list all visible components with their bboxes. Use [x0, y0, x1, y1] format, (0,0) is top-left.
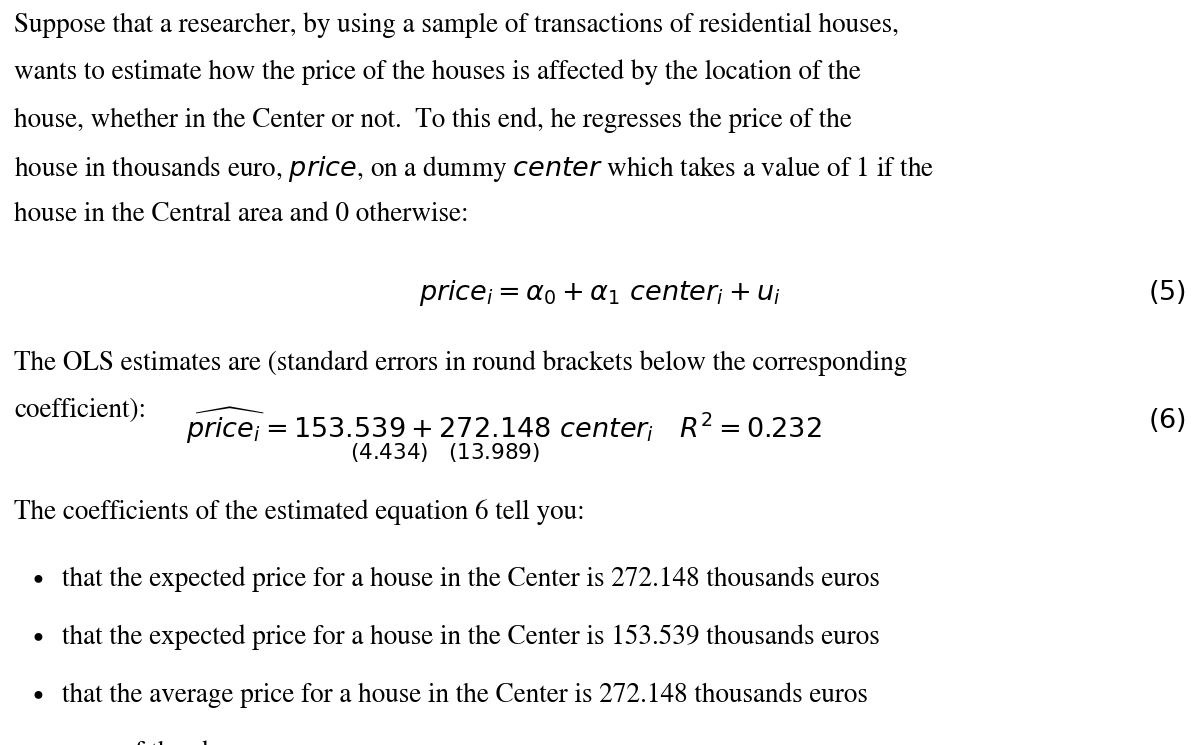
- Text: $(4.434)$: $(4.434)$: [349, 442, 428, 464]
- Text: $\bullet$: $\bullet$: [29, 566, 43, 592]
- Text: wants to estimate how the price of the houses is affected by the location of the: wants to estimate how the price of the h…: [14, 60, 860, 85]
- Text: $(13.989)$: $(13.989)$: [448, 442, 540, 464]
- Text: that the average price for a house in the Center is 272.148 thousands euros: that the average price for a house in th…: [62, 682, 868, 708]
- Text: $\bullet$: $\bullet$: [29, 741, 43, 745]
- Text: $\mathit{price}_i = \alpha_0 + \alpha_1\ \mathit{center}_i + u_i$: $\mathit{price}_i = \alpha_0 + \alpha_1\…: [419, 277, 781, 308]
- Text: $\bullet$: $\bullet$: [29, 624, 43, 650]
- Text: $\bullet$: $\bullet$: [29, 682, 43, 708]
- Text: that the expected price for a house in the Center is 153.539 thousands euros: that the expected price for a house in t…: [62, 624, 880, 650]
- Text: none of the above: none of the above: [62, 741, 256, 745]
- Text: Suppose that a researcher, by using a sample of transactions of residential hous: Suppose that a researcher, by using a sa…: [14, 12, 899, 38]
- Text: $(5)$: $(5)$: [1148, 277, 1186, 305]
- Text: house in thousands euro, $\mathit{price}$, on a dummy $\mathit{center}$ which ta: house in thousands euro, $\mathit{price}…: [14, 154, 934, 185]
- Text: house in the Central area and 0 otherwise:: house in the Central area and 0 otherwis…: [14, 202, 469, 227]
- Text: coefficient):: coefficient):: [14, 398, 146, 422]
- Text: $(6)$: $(6)$: [1148, 405, 1186, 434]
- Text: The OLS estimates are (standard errors in round brackets below the corresponding: The OLS estimates are (standard errors i…: [14, 350, 907, 375]
- Text: that the expected price for a house in the Center is 272.148 thousands euros: that the expected price for a house in t…: [62, 566, 880, 592]
- Text: The coefficients of the estimated equation 6 tell you:: The coefficients of the estimated equati…: [14, 499, 584, 524]
- Text: house, whether in the Center or not.  To this end, he regresses the price of the: house, whether in the Center or not. To …: [14, 107, 852, 133]
- Text: $\widehat{\mathit{price}}_i = 153.539 + 272.148\ \mathit{center}_i \quad R^2 = 0: $\widehat{\mathit{price}}_i = 153.539 + …: [186, 405, 822, 446]
